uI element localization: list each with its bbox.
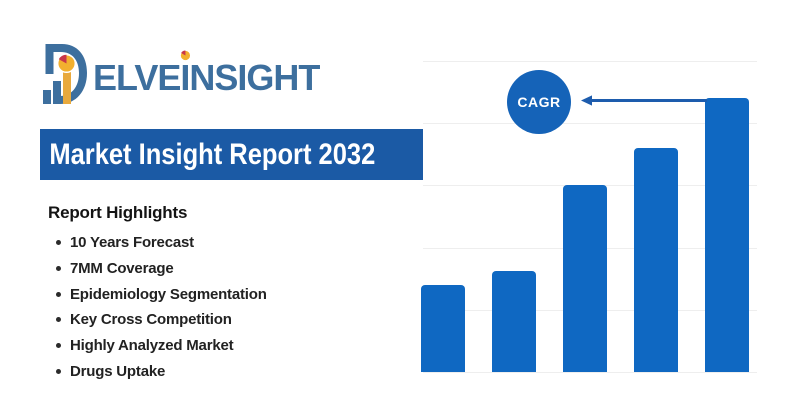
list-item-label: 7MM Coverage: [70, 260, 174, 278]
chart-bar: [421, 284, 465, 372]
bullet-dot-icon: [56, 343, 61, 349]
bullet-dot-icon: [56, 368, 61, 374]
arrow-left-icon: [581, 95, 707, 106]
chart-bar: [492, 271, 536, 372]
list-item: Drugs Uptake: [56, 358, 267, 384]
list-item: Highly Analyzed Market: [56, 333, 267, 359]
wordmark-i: I: [179, 50, 191, 96]
list-item-label: Highly Analyzed Market: [70, 337, 234, 355]
bullet-dot-icon: [56, 317, 61, 323]
list-item-label: Drugs Uptake: [70, 362, 166, 380]
logo-bar-gold: [63, 69, 71, 104]
growth-bar-chart: [420, 61, 757, 373]
delveinsight-logo-icon: [43, 44, 87, 104]
bullet-dot-icon: [56, 240, 61, 246]
bullet-dot-icon: [56, 266, 61, 272]
bullet-dot-icon: [56, 291, 61, 297]
logo-pie-slice: [58, 54, 67, 64]
report-highlights-heading: Report Highlights: [48, 203, 188, 222]
delveinsight-wordmark: ELVEI NSIGHT: [93, 50, 320, 96]
chart-bar: [634, 148, 678, 372]
report-title: Market Insight Report 2032: [49, 138, 376, 171]
chart-gridline: [423, 61, 757, 62]
list-item-label: Epidemiology Segmentation: [70, 285, 267, 303]
chart-gridline: [423, 372, 757, 373]
list-item-label: Key Cross Competition: [70, 311, 232, 329]
logo-bar-short: [43, 90, 51, 104]
list-item: 7MM Coverage: [56, 256, 267, 282]
list-item: Key Cross Competition: [56, 307, 267, 333]
chart-bar: [563, 185, 607, 372]
list-item-label: 10 Years Forecast: [70, 234, 194, 252]
list-item: Epidemiology Segmentation: [56, 281, 267, 307]
cagr-label: CAGR: [517, 94, 561, 110]
logo-d-stem: [45, 44, 54, 74]
wordmark-part-post: NSIGHT: [189, 57, 320, 98]
report-highlights-list: 10 Years Forecast 7MM Coverage Epidemiol…: [56, 230, 267, 384]
chart-gridline: [423, 123, 757, 125]
wordmark-part-pre: ELVE: [93, 57, 181, 98]
cagr-badge: CAGR: [507, 70, 571, 134]
logo-bar-mid: [53, 81, 61, 104]
title-banner: Market Insight Report 2032: [40, 129, 423, 180]
wordmark-i-pie-dot-icon: [179, 50, 191, 61]
logo-d-bowl: [53, 44, 87, 104]
chart-bar: [705, 98, 749, 372]
list-item: 10 Years Forecast: [56, 230, 267, 256]
